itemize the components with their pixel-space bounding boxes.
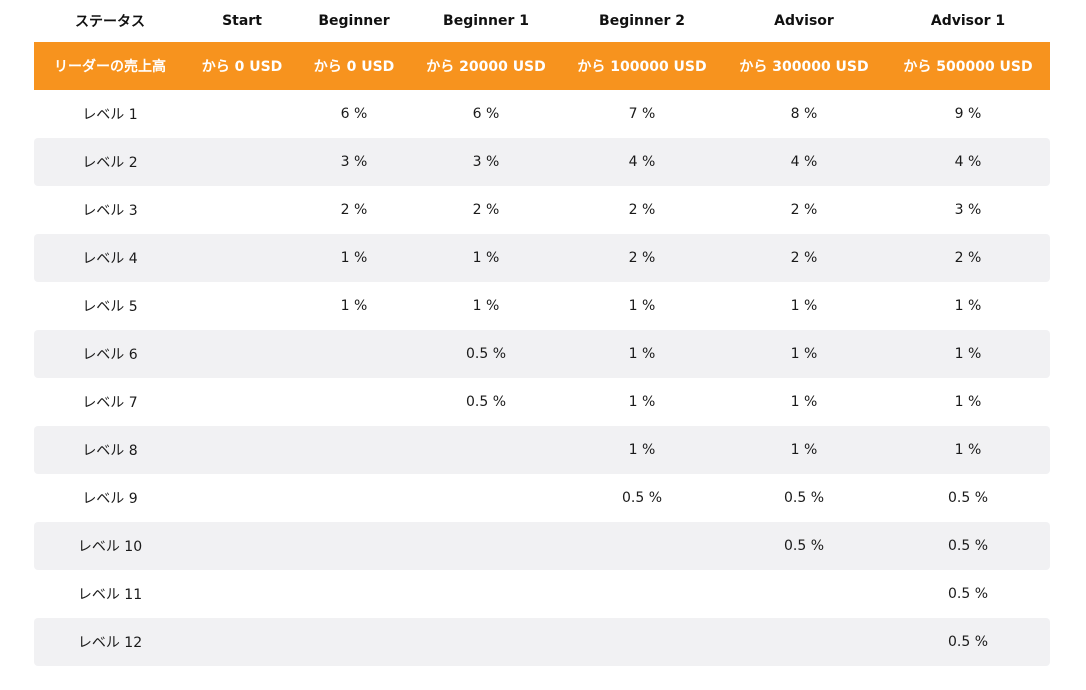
threshold-beginner-1: から 20000 USD bbox=[426, 59, 546, 75]
level-label: レベル 3 bbox=[82, 203, 138, 219]
commission-value: 3 % bbox=[472, 154, 500, 170]
commission-value: 0.5 % bbox=[465, 346, 507, 362]
level-label: レベル 2 bbox=[82, 155, 138, 171]
header-beginner-2: Beginner 2 bbox=[599, 13, 685, 29]
commission-table: ステータス Start Beginner Beginner 1 Beginner… bbox=[34, 0, 1050, 666]
commission-value: 1 % bbox=[954, 442, 982, 458]
threshold-beginner: から 0 USD bbox=[313, 59, 395, 75]
table-row: レベル 2 3 % 3 % 4 % 4 % 4 % bbox=[34, 138, 1050, 186]
level-label: レベル 11 bbox=[77, 587, 143, 603]
commission-value: 1 % bbox=[628, 394, 656, 410]
commission-value: 2 % bbox=[954, 250, 982, 266]
level-label: レベル 8 bbox=[82, 443, 138, 459]
table-row: レベル 4 1 % 1 % 2 % 2 % 2 % bbox=[34, 234, 1050, 282]
commission-value: 1 % bbox=[790, 442, 818, 458]
commission-value: 1 % bbox=[628, 346, 656, 362]
commission-value: 1 % bbox=[790, 394, 818, 410]
commission-value: 1 % bbox=[340, 298, 368, 314]
commission-value: 1 % bbox=[790, 346, 818, 362]
commission-value: 0.5 % bbox=[947, 538, 989, 554]
commission-value: 4 % bbox=[628, 154, 656, 170]
commission-value: 0.5 % bbox=[947, 490, 989, 506]
header-start: Start bbox=[222, 13, 262, 29]
level-label: レベル 1 bbox=[82, 107, 138, 123]
commission-value: 1 % bbox=[790, 298, 818, 314]
leader-sales-label: リーダーの売上高 bbox=[54, 59, 166, 75]
commission-value: 6 % bbox=[472, 106, 500, 122]
header-advisor: Advisor bbox=[774, 13, 834, 29]
threshold-advisor-1: から 500000 USD bbox=[903, 59, 1033, 75]
commission-value: 3 % bbox=[954, 202, 982, 218]
commission-value: 4 % bbox=[954, 154, 982, 170]
table-row: レベル 6 0.5 % 1 % 1 % 1 % bbox=[34, 330, 1050, 378]
commission-value: 6 % bbox=[340, 106, 368, 122]
table-row: レベル 11 0.5 % bbox=[34, 570, 1050, 618]
commission-value: 7 % bbox=[628, 106, 656, 122]
leader-sales-row: リーダーの売上高 から 0 USD から 0 USD から 20000 USD … bbox=[34, 42, 1050, 90]
header-beginner: Beginner bbox=[318, 13, 390, 29]
table-body: レベル 1 6 % 6 % 7 % 8 % 9 % レベル 2 3 % 3 % 4 % 4 % 4 %… bbox=[34, 90, 1050, 666]
commission-value: 1 % bbox=[628, 442, 656, 458]
header-status: ステータス bbox=[75, 14, 145, 30]
commission-value: 0.5 % bbox=[783, 490, 825, 506]
level-label: レベル 6 bbox=[82, 347, 138, 363]
level-label: レベル 9 bbox=[82, 491, 138, 507]
commission-value: 1 % bbox=[472, 250, 500, 266]
commission-value: 0.5 % bbox=[783, 538, 825, 554]
commission-value: 1 % bbox=[472, 298, 500, 314]
commission-value: 8 % bbox=[790, 106, 818, 122]
table-row: レベル 1 6 % 6 % 7 % 8 % 9 % bbox=[34, 90, 1050, 138]
commission-value: 1 % bbox=[340, 250, 368, 266]
level-label: レベル 4 bbox=[82, 251, 138, 267]
threshold-beginner-2: から 100000 USD bbox=[577, 59, 707, 75]
level-label: レベル 7 bbox=[82, 395, 138, 411]
level-label: レベル 10 bbox=[77, 539, 143, 555]
commission-value: 0.5 % bbox=[947, 634, 989, 650]
level-label: レベル 5 bbox=[82, 299, 138, 315]
commission-value: 4 % bbox=[790, 154, 818, 170]
table-row: レベル 3 2 % 2 % 2 % 2 % 3 % bbox=[34, 186, 1050, 234]
table-header: ステータス Start Beginner Beginner 1 Beginner… bbox=[34, 0, 1050, 42]
commission-value: 1 % bbox=[954, 298, 982, 314]
header-advisor-1: Advisor 1 bbox=[930, 13, 1006, 29]
table-row: レベル 12 0.5 % bbox=[34, 618, 1050, 666]
commission-value: 1 % bbox=[628, 298, 656, 314]
threshold-start: から 0 USD bbox=[201, 59, 283, 75]
commission-value: 2 % bbox=[790, 202, 818, 218]
table-row: レベル 8 1 % 1 % 1 % bbox=[34, 426, 1050, 474]
table-row: レベル 9 0.5 % 0.5 % 0.5 % bbox=[34, 474, 1050, 522]
commission-value: 2 % bbox=[628, 250, 656, 266]
header-beginner-1: Beginner 1 bbox=[443, 13, 529, 29]
commission-value: 9 % bbox=[954, 106, 982, 122]
commission-value: 2 % bbox=[628, 202, 656, 218]
commission-value: 1 % bbox=[954, 346, 982, 362]
commission-value: 1 % bbox=[954, 394, 982, 410]
commission-value: 3 % bbox=[340, 154, 368, 170]
commission-value: 0.5 % bbox=[621, 490, 663, 506]
commission-value: 0.5 % bbox=[465, 394, 507, 410]
table-row: レベル 7 0.5 % 1 % 1 % 1 % bbox=[34, 378, 1050, 426]
threshold-advisor: から 300000 USD bbox=[739, 59, 869, 75]
table-row: レベル 10 0.5 % 0.5 % bbox=[34, 522, 1050, 570]
level-label: レベル 12 bbox=[77, 635, 143, 651]
commission-value: 2 % bbox=[790, 250, 818, 266]
commission-value: 2 % bbox=[340, 202, 368, 218]
commission-value: 2 % bbox=[472, 202, 500, 218]
table-row: レベル 5 1 % 1 % 1 % 1 % 1 % bbox=[34, 282, 1050, 330]
commission-value: 0.5 % bbox=[947, 586, 989, 602]
